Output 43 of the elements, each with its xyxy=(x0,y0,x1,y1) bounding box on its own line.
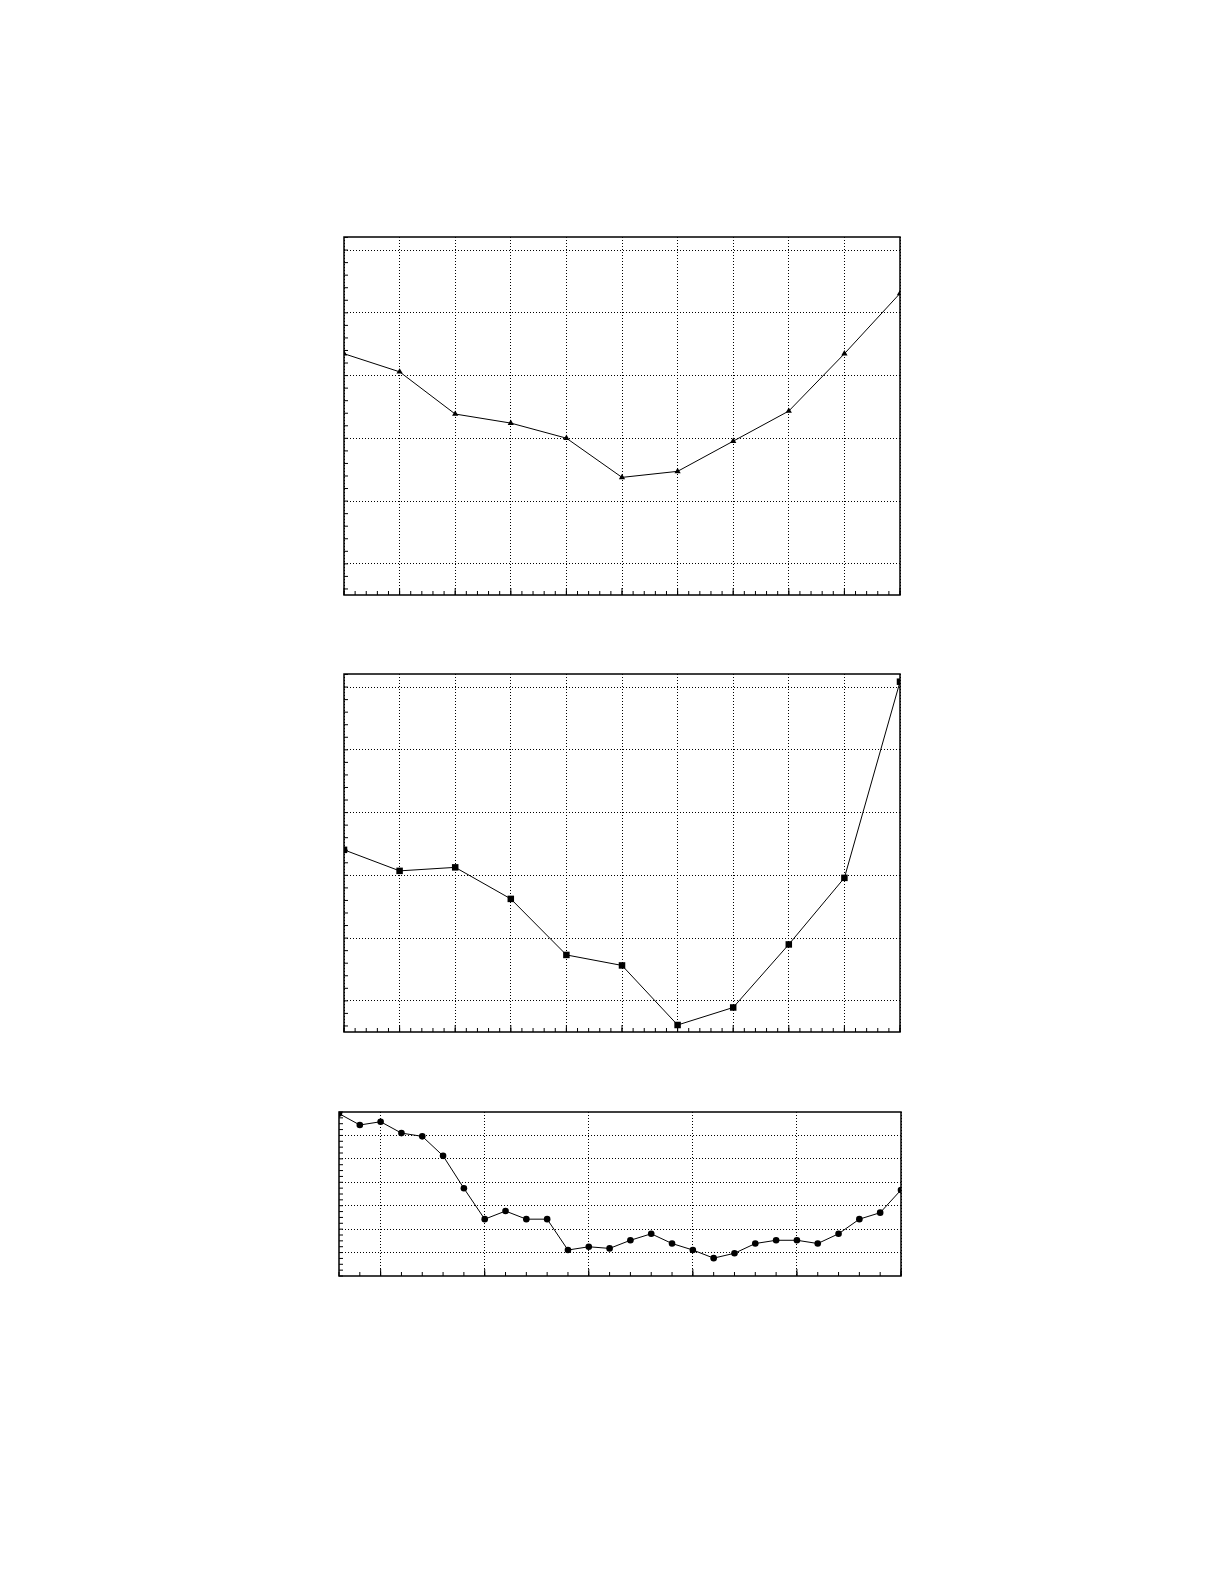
point xyxy=(356,1121,364,1129)
point xyxy=(841,350,848,356)
point xyxy=(856,1215,863,1223)
point xyxy=(668,1240,676,1247)
point xyxy=(618,962,626,969)
point xyxy=(785,941,793,948)
point xyxy=(507,419,514,425)
point xyxy=(606,1245,613,1252)
point xyxy=(451,864,459,871)
point xyxy=(452,410,459,416)
point xyxy=(543,1215,551,1223)
point xyxy=(647,1230,655,1238)
point xyxy=(523,1215,530,1223)
point xyxy=(785,407,792,413)
point xyxy=(835,1230,842,1238)
point xyxy=(731,1249,738,1257)
point xyxy=(585,1243,593,1251)
point xyxy=(481,1215,488,1223)
point xyxy=(396,867,403,875)
point xyxy=(814,1240,822,1247)
point xyxy=(772,1236,780,1244)
point xyxy=(674,1021,681,1029)
point xyxy=(563,434,570,440)
point xyxy=(418,1133,426,1140)
point xyxy=(876,1209,884,1216)
point xyxy=(563,951,570,959)
point xyxy=(841,874,848,882)
point xyxy=(564,1246,572,1254)
point xyxy=(460,1185,468,1192)
point xyxy=(730,437,737,443)
point xyxy=(396,368,403,374)
point xyxy=(689,1246,697,1254)
point xyxy=(674,467,681,474)
point xyxy=(398,1129,405,1137)
point xyxy=(377,1118,384,1126)
point xyxy=(710,1254,717,1262)
point xyxy=(502,1207,509,1215)
point xyxy=(793,1236,801,1244)
point xyxy=(752,1240,759,1247)
point xyxy=(627,1236,634,1244)
point xyxy=(439,1152,447,1160)
point xyxy=(618,473,626,480)
point xyxy=(729,1004,737,1011)
